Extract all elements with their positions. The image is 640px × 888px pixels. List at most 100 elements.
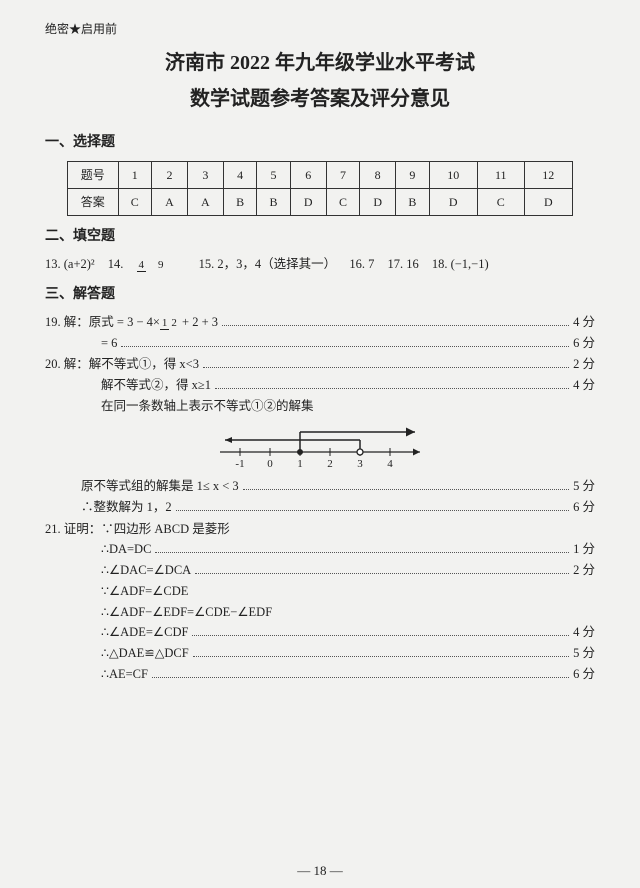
q17: 17. 16 xyxy=(387,257,418,271)
tick-label: 4 xyxy=(387,458,393,468)
title-line1: 济南市 2022 年九年级学业水平考试 xyxy=(45,48,595,78)
frac-den: 9 xyxy=(156,259,166,271)
q21-l0: ∵四边形 ABCD 是菱形 xyxy=(101,520,229,539)
ans: D xyxy=(360,189,396,216)
score: 4 分 xyxy=(573,376,595,395)
answers-table: 题号 1 2 3 4 5 6 7 8 9 10 11 12 答案 C A A B… xyxy=(67,161,573,216)
qnum: 3 xyxy=(187,162,223,189)
frac-num: 1 xyxy=(160,317,170,330)
page-number: — 18 — xyxy=(0,861,640,881)
qnum: 7 xyxy=(326,162,359,189)
tick-label: 1 xyxy=(297,458,303,468)
q21-solution: 21. 证明： ∵四边形 ABCD 是菱形 ∴DA=DC 1 分 ∴∠DAC=∠… xyxy=(45,520,595,684)
text: + 2 + 3 xyxy=(179,315,218,329)
ans: B xyxy=(257,189,290,216)
dot-leader xyxy=(176,510,569,511)
score: 6 分 xyxy=(573,498,595,517)
ans: C xyxy=(118,189,151,216)
q14: 14. 49 xyxy=(108,257,189,271)
qnum: 1 xyxy=(118,162,151,189)
qnum: 12 xyxy=(524,162,572,189)
score: 2 分 xyxy=(573,561,595,580)
dot-leader xyxy=(195,573,569,574)
q14-prefix: 14. xyxy=(108,257,127,271)
q16: 16. 7 xyxy=(349,257,374,271)
frac-den: 2 xyxy=(169,317,179,329)
frac: 12 xyxy=(160,317,179,329)
dot-leader xyxy=(243,489,569,490)
dot-leader xyxy=(222,325,569,326)
frac-num: 4 xyxy=(137,259,147,272)
score: 4 分 xyxy=(573,313,595,332)
text: 原式 = 3 − 4× xyxy=(89,315,160,329)
tick-label: -1 xyxy=(235,458,244,468)
score: 6 分 xyxy=(573,334,595,353)
qnum: 9 xyxy=(396,162,429,189)
q21-l4: ∴∠ADF−∠EDF=∠CDE−∠EDF xyxy=(101,603,272,622)
q19-solution: 19. 解： 原式 = 3 − 4×12 + 2 + 3 4 分 = 6 6 分 xyxy=(45,313,595,353)
table-row: 答案 C A A B B D C D B D C D xyxy=(68,189,573,216)
dot-leader xyxy=(215,388,569,389)
q20-l2: 解不等式②，得 x≥1 xyxy=(101,376,211,395)
dot-leader xyxy=(152,677,569,678)
fill-blank-answers: 13. (a+2)² 14. 49 15. 2，3，4（选择其一） 16. 7 … xyxy=(45,255,595,274)
confidential-label: 绝密★启用前 xyxy=(45,20,595,38)
q21-l5: ∴∠ADE=∠CDF xyxy=(101,623,188,642)
score: 2 分 xyxy=(573,355,595,374)
ans: D xyxy=(524,189,572,216)
qnum: 5 xyxy=(257,162,290,189)
q21-lead: 21. 证明： xyxy=(45,520,101,539)
dot-leader xyxy=(121,346,569,347)
ans: A xyxy=(187,189,223,216)
tick-label: 2 xyxy=(327,458,333,468)
qnum: 11 xyxy=(477,162,524,189)
number-line-svg: -1 0 1 2 3 4 xyxy=(210,422,430,468)
ans: B xyxy=(223,189,256,216)
tick-label: 0 xyxy=(267,458,273,468)
ans: D xyxy=(429,189,477,216)
q20-lead: 20. 解： xyxy=(45,355,89,374)
q15: 15. 2，3，4（选择其一） xyxy=(199,257,337,271)
title-line2: 数学试题参考答案及评分意见 xyxy=(45,84,595,114)
score: 6 分 xyxy=(573,665,595,684)
score: 5 分 xyxy=(573,644,595,663)
dot-leader xyxy=(155,552,569,553)
answer-label: 答案 xyxy=(68,189,119,216)
qnum: 2 xyxy=(151,162,187,189)
dot-leader xyxy=(193,656,569,657)
score: 4 分 xyxy=(573,623,595,642)
ans: C xyxy=(326,189,359,216)
q13: 13. (a+2)² xyxy=(45,257,95,271)
q19-expr2: = 6 xyxy=(101,334,117,353)
q20-l4: 原不等式组的解集是 1≤ x < 3 xyxy=(81,477,239,496)
q19-lead: 19. 解： xyxy=(45,313,89,332)
q21-l2: ∴∠DAC=∠DCA xyxy=(101,561,191,580)
q21-l7: ∴AE=CF xyxy=(101,665,148,684)
ans: D xyxy=(290,189,326,216)
qnum: 6 xyxy=(290,162,326,189)
score: 1 分 xyxy=(573,540,595,559)
q20-l3: 在同一条数轴上表示不等式①②的解集 xyxy=(101,397,314,416)
dot-leader xyxy=(192,635,569,636)
q14-fraction: 49 xyxy=(137,259,176,271)
section1-heading: 一、选择题 xyxy=(45,132,595,153)
section3-heading: 三、解答题 xyxy=(45,284,595,305)
qnum: 4 xyxy=(223,162,256,189)
section2-heading: 二、填空题 xyxy=(45,226,595,247)
ans: A xyxy=(151,189,187,216)
dot-leader xyxy=(203,367,569,368)
qnum: 10 xyxy=(429,162,477,189)
q18: 18. (−1,−1) xyxy=(432,257,489,271)
number-line-figure: -1 0 1 2 3 4 xyxy=(45,422,595,474)
table-row: 题号 1 2 3 4 5 6 7 8 9 10 11 12 xyxy=(68,162,573,189)
q21-l3: ∵∠ADF=∠CDE xyxy=(101,582,188,601)
q19-expr1: 原式 = 3 − 4×12 + 2 + 3 xyxy=(89,313,218,332)
q20-l1: 解不等式①，得 x<3 xyxy=(89,355,199,374)
qnum: 8 xyxy=(360,162,396,189)
score: 5 分 xyxy=(573,477,595,496)
q20-l5: ∴整数解为 1，2 xyxy=(81,498,172,517)
ans: C xyxy=(477,189,524,216)
tick-label: 3 xyxy=(357,458,363,468)
q20-solution: 20. 解： 解不等式①，得 x<3 2 分 解不等式②，得 x≥1 4 分 在… xyxy=(45,355,595,516)
q21-l6: ∴△DAE≌△DCF xyxy=(101,644,189,663)
